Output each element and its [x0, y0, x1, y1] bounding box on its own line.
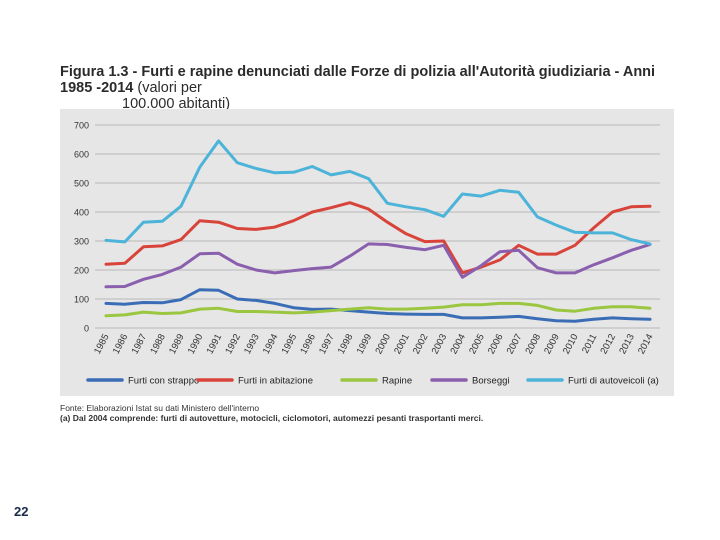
y-tick-label: 200	[74, 266, 89, 276]
x-tick-label: 2010	[561, 332, 581, 356]
x-tick-label: 1987	[130, 332, 150, 356]
y-tick-label: 400	[74, 208, 89, 218]
x-tick-label: 2001	[392, 332, 412, 356]
source-note: Fonte: Elaborazioni Istat su dati Minist…	[60, 403, 680, 423]
x-tick-label: 2013	[617, 332, 637, 356]
legend-label: Furti di autoveicoli (a)	[568, 376, 659, 387]
chart-panel	[60, 109, 674, 396]
x-tick-label: 1998	[336, 332, 356, 356]
series-line	[104, 242, 652, 289]
chart-title: Figura 1.3 - Furti e rapine denunciati d…	[60, 64, 680, 112]
x-tick-label: 2014	[636, 332, 656, 356]
x-tick-label: 1990	[186, 332, 206, 356]
x-tick-label: 1992	[223, 332, 243, 356]
legend-label: Furti con strappo	[128, 376, 199, 387]
chart-title-units-2: 100.000 abitanti)	[122, 96, 231, 112]
x-tick-label: 2008	[523, 332, 543, 356]
x-tick-label: 1996	[298, 332, 318, 356]
x-tick-label: 1994	[261, 332, 281, 356]
footnote-line: (a) Dal 2004 comprende: furti di autovet…	[60, 413, 484, 423]
series-line	[104, 201, 652, 275]
x-tick-label: 1997	[317, 332, 337, 356]
x-tick-label: 2009	[542, 332, 562, 356]
series-line	[104, 288, 652, 323]
y-tick-label: 600	[74, 150, 89, 160]
x-tick-label: 2007	[505, 332, 525, 356]
x-tick-label: 2004	[448, 332, 468, 356]
chart-title-units-1: (valori per	[133, 80, 202, 96]
x-tick-label: 2012	[598, 332, 618, 356]
x-tick-label: 1995	[280, 332, 300, 356]
x-tick-label: 2011	[580, 332, 599, 355]
legend-label: Furti in abitazione	[238, 376, 313, 387]
x-tick-label: 2005	[467, 332, 487, 356]
y-tick-label: 0	[84, 324, 89, 334]
x-tick-label: 2002	[411, 332, 431, 356]
x-tick-label: 2006	[486, 332, 506, 356]
x-tick-label: 1989	[167, 332, 187, 356]
source-line: Fonte: Elaborazioni Istat su dati Minist…	[60, 403, 260, 413]
chart-title-bold: Figura 1.3 - Furti e rapine denunciati d…	[60, 64, 656, 96]
series-line	[104, 301, 652, 318]
legend-label: Rapine	[382, 376, 412, 387]
x-tick-label: 2003	[430, 332, 450, 356]
y-tick-label: 300	[74, 237, 89, 247]
x-tick-label: 1985	[92, 332, 112, 356]
y-tick-label: 700	[74, 121, 89, 131]
legend-label: Borseggi	[472, 376, 510, 387]
x-tick-label: 1999	[355, 332, 375, 356]
x-tick-label: 1986	[111, 332, 131, 356]
page-number: 22	[14, 504, 29, 519]
x-tick-label: 1991	[205, 332, 225, 356]
y-tick-label: 500	[74, 179, 89, 189]
x-tick-label: 2000	[373, 332, 393, 356]
x-tick-label: 1993	[242, 332, 262, 356]
x-tick-label: 1988	[148, 332, 168, 356]
series-line	[104, 139, 652, 246]
y-tick-label: 100	[74, 295, 89, 305]
